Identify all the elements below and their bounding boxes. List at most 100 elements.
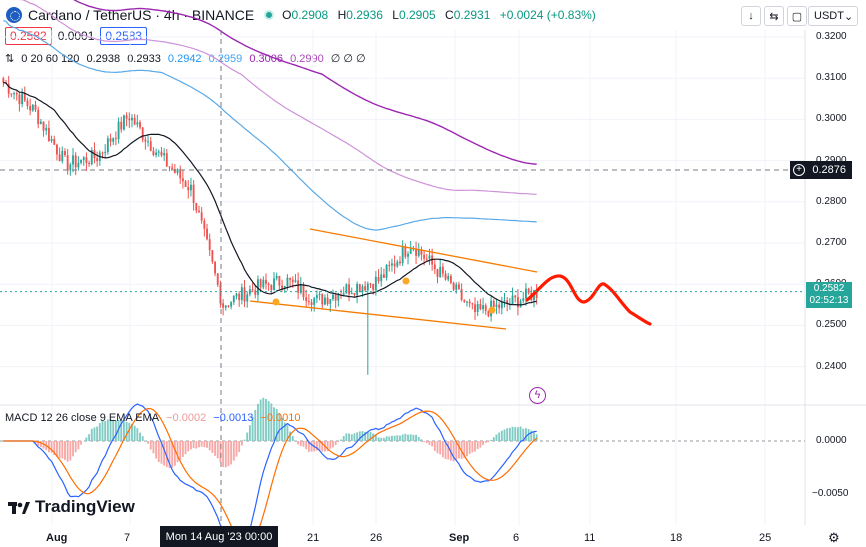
buy-button[interactable]: 0.2583 <box>100 27 148 45</box>
candle-body <box>495 304 498 307</box>
macd-histogram-bar <box>29 441 32 442</box>
macd-histogram-bar <box>310 441 313 452</box>
macd-histogram-bar <box>460 441 463 459</box>
macd-histogram-bar <box>409 434 412 441</box>
candle-body <box>436 269 439 277</box>
macd-histogram-bar <box>385 436 388 441</box>
collapse-icon[interactable]: ⇅ <box>5 53 15 65</box>
candle-body <box>147 141 149 143</box>
change-value: +0.0024 (+0.83%) <box>499 8 596 22</box>
candle-body <box>334 294 337 301</box>
macd-histogram-bar <box>299 441 302 446</box>
candle-body <box>56 144 58 155</box>
macd-histogram-bar <box>141 436 144 441</box>
candle-body <box>23 93 26 101</box>
candle-body <box>58 154 61 162</box>
candle-body <box>278 275 281 286</box>
macd-histogram-bar <box>508 427 511 441</box>
macd-histogram-bar <box>388 436 391 441</box>
candle-body <box>310 302 313 305</box>
candle-body <box>361 286 364 293</box>
cardano-logo-icon <box>6 7 22 23</box>
candle-body <box>479 303 482 310</box>
currency-select[interactable]: USDT ⌄ <box>808 6 858 26</box>
ma-value-2: 0.2933 <box>127 53 161 65</box>
macd-histogram-bar <box>372 433 375 441</box>
tradingview-logo[interactable]: TradingView <box>8 497 135 517</box>
candle-body <box>101 152 104 154</box>
compare-button[interactable]: ⇆ <box>764 6 784 26</box>
candle-body <box>444 273 447 280</box>
candle-body <box>407 253 409 257</box>
macd-histogram-bar <box>227 441 230 467</box>
candle-body <box>211 250 214 262</box>
sell-button[interactable]: 0.2582 <box>5 27 52 45</box>
macd-histogram-bar <box>353 433 356 441</box>
candle-body <box>315 295 318 299</box>
macd-histogram-bar <box>211 441 214 453</box>
candle-body <box>294 280 297 283</box>
candle-body <box>160 151 163 156</box>
candle-body <box>535 290 538 298</box>
ma-legend[interactable]: ⇅ 0 20 60 120 0.2938 0.2933 0.2942 0.295… <box>5 52 370 65</box>
download-button[interactable]: ↓ <box>741 6 761 26</box>
macd-histogram-bar <box>160 441 163 464</box>
candle-body <box>516 297 519 308</box>
candle-body <box>492 300 495 307</box>
candle-body <box>447 275 450 280</box>
macd-histogram-bar <box>463 441 466 459</box>
candle-body <box>412 248 415 250</box>
ma-empty-values: ∅ ∅ ∅ <box>330 53 366 65</box>
macd-histogram-bar <box>240 441 243 446</box>
lightning-icon[interactable]: ϟ <box>529 387 546 404</box>
candle-body <box>109 138 112 142</box>
macd-histogram-bar <box>85 437 88 441</box>
candle-body <box>525 288 527 299</box>
macd-histogram-bar <box>466 441 468 457</box>
candle-body <box>275 275 278 279</box>
candle-body <box>527 288 530 293</box>
candle-body <box>198 210 200 213</box>
symbol-title[interactable]: Cardano / TetherUS · 4h · BINANCE <box>28 7 255 23</box>
candle-body <box>248 289 251 295</box>
macd-histogram-bar <box>289 431 292 441</box>
candle-body <box>487 310 490 317</box>
macd-histogram-bar <box>492 437 495 441</box>
macd-histogram-bar <box>374 434 377 441</box>
fullscreen-button[interactable]: ▢ <box>787 6 807 26</box>
macd-histogram-bar <box>246 432 249 441</box>
macd-histogram-bar <box>171 441 174 468</box>
price-tick-label: 0.2700 <box>816 237 847 248</box>
candle-body <box>214 261 216 274</box>
macd-histogram-bar <box>342 436 345 441</box>
add-alert-icon[interactable]: + <box>793 164 805 176</box>
macd-histogram-bar <box>380 437 383 441</box>
macd-histogram-bar <box>433 441 436 451</box>
candle-body <box>141 127 144 140</box>
macd-histogram-bar <box>428 441 431 445</box>
macd-legend[interactable]: MACD 12 26 close 9 EMA EMA −0.0002 −0.00… <box>5 412 301 424</box>
candle-body <box>332 294 334 300</box>
macd-histogram-bar <box>498 432 501 441</box>
candle-body <box>224 305 227 308</box>
candle-body <box>257 279 259 295</box>
candle-body <box>297 280 300 293</box>
macd-histogram-bar <box>15 441 18 442</box>
macd-histogram-bar <box>139 432 141 441</box>
settings-gear-icon[interactable]: ⚙ <box>828 530 840 545</box>
candle-body <box>190 184 192 191</box>
candle-body <box>423 254 426 259</box>
candle-body <box>64 151 66 156</box>
candle-body <box>391 263 393 266</box>
candle-body <box>265 279 267 284</box>
macd-histogram-bar <box>484 441 487 443</box>
macd-histogram-bar <box>315 441 318 451</box>
candle-body <box>128 118 131 121</box>
candle-body <box>401 246 404 264</box>
moving-average-line <box>3 81 537 306</box>
price-tick-label: 0.3200 <box>816 31 847 42</box>
macd-histogram-bar <box>176 441 179 463</box>
macd-histogram-bar <box>340 439 342 441</box>
